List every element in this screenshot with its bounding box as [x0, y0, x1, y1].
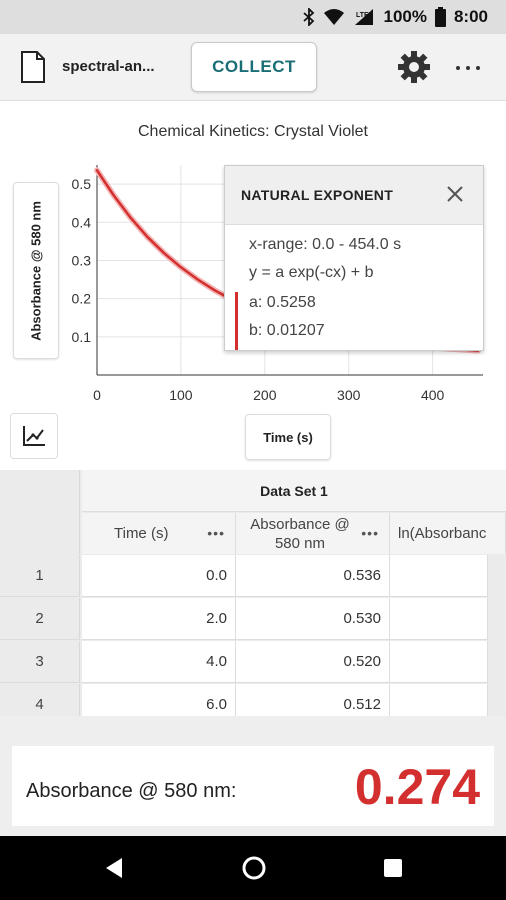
curve-fit-param-b: b: 0.01207 — [249, 322, 325, 339]
chart-title: Chemical Kinetics: Crystal Violet — [137, 123, 368, 140]
curve-fit-color-marker — [235, 292, 238, 350]
row-number: 4 — [0, 684, 80, 716]
cell-signal-icon: LTE — [355, 9, 374, 25]
meter-value: 0.274 — [354, 759, 480, 815]
x-tick-label: 100 — [169, 387, 193, 403]
x-tick-label: 300 — [337, 387, 361, 403]
recents-icon[interactable] — [383, 858, 403, 878]
back-icon[interactable] — [104, 857, 124, 879]
battery-icon — [434, 7, 446, 27]
table-cell-ln-absorbance[interactable] — [390, 641, 488, 683]
collect-button[interactable]: COLLECT — [191, 42, 317, 92]
y-tick-label: 0.5 — [72, 176, 92, 192]
curve-fit-param-a: a: 0.5258 — [249, 294, 316, 311]
table-cell-absorbance[interactable]: 0.520 — [236, 641, 390, 683]
system-nav-bar — [0, 836, 506, 900]
row-number: 1 — [0, 555, 80, 597]
column-menu-icon[interactable]: ••• — [207, 525, 225, 541]
table-cell-absorbance[interactable]: 0.536 — [236, 555, 390, 597]
y-tick-label: 0.3 — [72, 252, 92, 268]
x-tick-label: 0 — [93, 387, 101, 403]
table-cell-ln-absorbance[interactable] — [390, 598, 488, 640]
curve-fit-equation: y = a exp(-cx) + b — [249, 264, 374, 281]
curve-fit-panel: NATURAL EXPONENT x-range: 0.0 - 454.0 s … — [224, 165, 484, 351]
dataset-title[interactable]: Data Set 1 — [82, 470, 506, 512]
y-tick-label: 0.1 — [72, 329, 92, 345]
more-options-icon[interactable] — [456, 66, 480, 70]
y-axis-label-button[interactable]: Absorbance @ 580 nm — [13, 182, 59, 359]
table-cell-time[interactable]: 4.0 — [82, 641, 236, 683]
clock: 8:00 — [453, 7, 488, 26]
table-cell-absorbance[interactable]: 0.530 — [236, 598, 390, 640]
table-cell-ln-absorbance[interactable] — [390, 555, 488, 597]
file-name[interactable]: spectral-an... — [62, 58, 155, 75]
x-tick-label: 200 — [253, 387, 277, 403]
battery-percent: 100% — [383, 7, 427, 26]
home-icon[interactable] — [241, 855, 267, 881]
meter-card[interactable]: Absorbance @ 580 nm: 0.274 — [12, 746, 494, 826]
x-tick-label: 400 — [421, 387, 445, 403]
graph-tools-button[interactable] — [10, 413, 58, 459]
y-tick-label: 0.2 — [72, 291, 92, 307]
meter-label: Absorbance @ 580 nm: — [26, 780, 237, 802]
curve-fit-header: NATURAL EXPONENT — [225, 166, 483, 225]
column-header-ln-absorbance[interactable]: ln(Absorbanc — [390, 513, 506, 554]
graph-tools-icon — [23, 426, 45, 446]
data-table: Data Set 1 Time (s) ••• Absorbance @ 580… — [0, 470, 506, 716]
graph-panel: 0 100 200 300 400 0.1 0.2 0.3 0.4 0.5 Chemical Ki… — [0, 101, 506, 470]
table-cell-time[interactable]: 2.0 — [82, 598, 236, 640]
x-axis-label-button[interactable]: Time (s) — [245, 414, 331, 460]
table-cell-absorbance[interactable]: 0.512 — [236, 684, 390, 716]
curve-fit-title: NATURAL EXPONENT — [241, 187, 394, 203]
wifi-icon — [324, 9, 345, 25]
table-cell-time[interactable]: 0.0 — [82, 555, 236, 597]
close-icon[interactable] — [445, 184, 465, 204]
gear-icon[interactable] — [397, 50, 431, 84]
file-icon[interactable] — [20, 50, 46, 84]
live-meter: Absorbance @ 580 nm: 0.274 — [0, 716, 506, 836]
app-toolbar: spectral-an... COLLECT — [0, 34, 506, 101]
table-corner — [0, 470, 80, 554]
row-number: 3 — [0, 641, 80, 683]
y-tick-label: 0.4 — [72, 214, 92, 230]
table-cell-ln-absorbance[interactable] — [390, 684, 488, 716]
column-header-time[interactable]: Time (s) ••• — [82, 513, 236, 554]
table-cell-time[interactable]: 6.0 — [82, 684, 236, 716]
column-header-absorbance[interactable]: Absorbance @ 580 nm ••• — [236, 513, 390, 554]
column-menu-icon[interactable]: ••• — [361, 525, 379, 541]
svg-text:LTE: LTE — [356, 12, 369, 19]
bluetooth-icon — [303, 8, 315, 26]
curve-fit-x-range: x-range: 0.0 - 454.0 s — [249, 236, 402, 253]
row-number: 2 — [0, 598, 80, 640]
status-bar: LTE 100% 8:00 — [0, 0, 506, 34]
